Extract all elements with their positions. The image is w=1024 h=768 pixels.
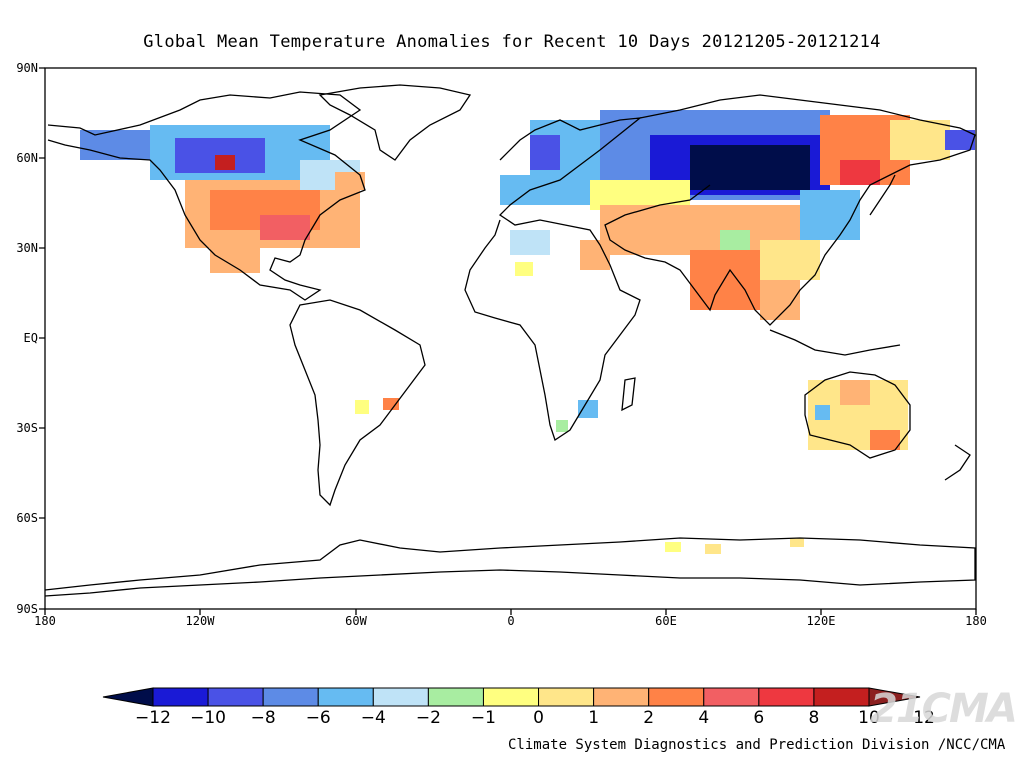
coastline-europe-africa <box>464 117 643 442</box>
colorbar-label: 1 <box>588 708 600 728</box>
colorbar-label: −2 <box>415 708 441 728</box>
coastline-north-america <box>47 91 366 301</box>
anomaly-patch <box>556 420 568 432</box>
anomaly-shading <box>80 110 975 554</box>
lat-label-30n: 30N <box>16 241 38 255</box>
anomaly-patch <box>720 230 750 250</box>
colorbar-arrow-high <box>868 687 921 707</box>
anomaly-patch <box>215 155 235 170</box>
coastline-australia <box>804 371 911 459</box>
anomaly-patch <box>890 120 950 160</box>
colorbar-swatch <box>427 687 484 707</box>
colorbar-label: 6 <box>753 708 765 728</box>
colorbar-label: 4 <box>698 708 710 728</box>
colorbar-swatch <box>482 687 540 707</box>
anomaly-patch <box>260 215 310 240</box>
anomaly-patch <box>800 190 860 240</box>
colorbar-swatch <box>648 687 705 707</box>
lon-label-60w: 60W <box>345 614 367 628</box>
lat-label-90s: 90S <box>16 602 38 616</box>
colorbar-label: −8 <box>250 708 276 728</box>
coastline-antarctica <box>44 537 976 597</box>
lat-label-60n: 60N <box>16 151 38 165</box>
coastline-indonesia <box>769 329 901 356</box>
colorbar-swatch <box>207 687 264 707</box>
anomaly-patch <box>705 544 721 554</box>
anomaly-patch <box>840 160 880 185</box>
colorbar <box>102 687 921 707</box>
coastline-asia <box>604 94 976 326</box>
anomaly-patch <box>945 130 975 150</box>
lat-label-60s: 60S <box>16 511 38 525</box>
coastline-madagascar <box>621 377 636 412</box>
colorbar-label: 2 <box>643 708 655 728</box>
lon-label-180w: 180 <box>34 614 56 628</box>
anomaly-patch <box>335 172 365 190</box>
map-title: Global Mean Temperature Anomalies for Re… <box>143 32 881 52</box>
lon-label-0: 0 <box>507 614 515 628</box>
anomaly-patch <box>578 400 598 418</box>
colorbar-label: 10 <box>858 708 880 728</box>
colorbar-swatch <box>593 687 650 707</box>
colorbar-label: −12 <box>135 708 171 728</box>
lat-label-90n: 90N <box>16 61 38 75</box>
colorbar-arrow-low <box>102 687 154 707</box>
colorbar-label: −6 <box>305 708 331 728</box>
lon-label-120w: 120W <box>185 614 215 628</box>
coastline-greenland <box>318 84 472 161</box>
anomaly-patch <box>530 135 560 170</box>
colorbar-swatch <box>152 687 209 707</box>
anomaly-patch <box>790 538 804 547</box>
colorbar-swatch <box>758 687 815 707</box>
anomaly-patch <box>760 240 820 280</box>
lat-label-eq: EQ <box>23 331 38 345</box>
anomaly-patch <box>210 248 260 273</box>
coastlines <box>44 84 976 597</box>
colorbar-swatch <box>372 687 429 707</box>
colorbar-swatch <box>262 687 319 707</box>
anomaly-patch <box>815 405 830 420</box>
coastline-south-america <box>289 299 426 507</box>
anomaly-patch <box>840 380 870 405</box>
colorbar-swatch <box>317 687 374 707</box>
colorbar-label: 12 <box>913 708 935 728</box>
colorbar-label: −1 <box>470 708 496 728</box>
anomaly-patch <box>665 542 681 552</box>
colorbar-label: −10 <box>190 708 226 728</box>
lat-label-30s: 30S <box>16 421 38 435</box>
lon-label-60e: 60E <box>655 614 677 628</box>
colorbar-swatch <box>538 687 595 707</box>
coastline-new-zealand <box>944 444 971 481</box>
watermark-logo: 21CMA <box>870 686 1018 732</box>
colorbar-swatch <box>703 687 760 707</box>
colorbar-label: −4 <box>360 708 386 728</box>
map-frame <box>39 67 977 615</box>
anomaly-patch <box>515 262 533 276</box>
colorbar-label: 0 <box>533 708 544 728</box>
lon-label-180e: 180 <box>965 614 987 628</box>
colorbar-label: 8 <box>808 708 820 728</box>
anomaly-patch <box>383 398 399 410</box>
anomaly-patch <box>690 145 810 190</box>
coastline-japan <box>869 174 896 216</box>
anomaly-patch <box>510 230 550 255</box>
anomaly-patch <box>355 400 369 414</box>
lon-label-120e: 120E <box>806 614 836 628</box>
anomaly-patch <box>870 430 900 450</box>
anomaly-patch <box>80 130 150 160</box>
colorbar-swatch <box>813 687 870 707</box>
credit-line: Climate System Diagnostics and Predictio… <box>508 737 1006 753</box>
